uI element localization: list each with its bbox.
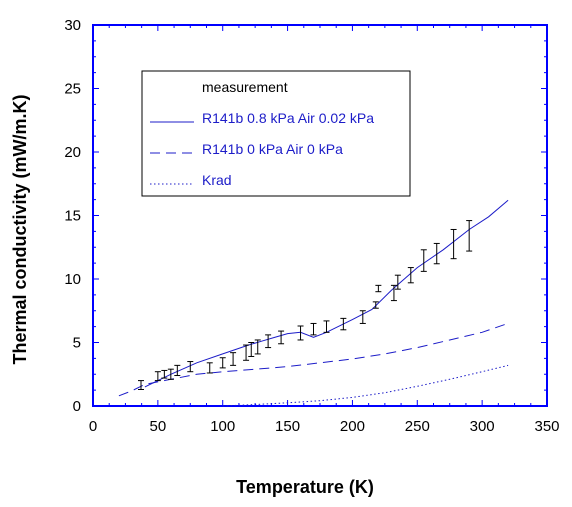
y-tick-label: 15: [64, 208, 81, 225]
measurement-errorbar: [230, 352, 237, 366]
measurement-errorbars: [137, 220, 473, 390]
y-tick-label: 10: [64, 271, 81, 288]
x-tick-label: 50: [150, 418, 167, 435]
legend-entry: R141b 0 kPa Air 0 kPa: [150, 141, 343, 157]
legend-entries: measurement R141b 0.8 kPa Air 0.02 kPa R14…: [150, 79, 374, 188]
measurement-errorbar: [390, 284, 397, 302]
x-tick-label: 0: [89, 418, 97, 435]
series-layer: [118, 199, 509, 407]
measurement-errorbar: [248, 342, 255, 357]
y-axis-title: Thermal conductivity (mW/m.K): [10, 94, 30, 364]
measurement-errorbar: [137, 380, 144, 390]
legend: measurement R141b 0.8 kPa Air 0.02 kPa R14…: [141, 70, 411, 197]
legend-label: R141b 0.8 kPa Air 0.02 kPa: [202, 110, 374, 126]
y-tick-label: 5: [73, 335, 81, 352]
measurement-errorbar: [187, 361, 194, 373]
y-tick-label: 0: [73, 398, 81, 415]
legend-label: R141b 0 kPa Air 0 kPa: [202, 141, 343, 157]
x-tick-label: 250: [405, 418, 430, 435]
measurement-errorbar: [265, 334, 272, 349]
legend-label: measurement: [202, 79, 288, 95]
x-tick-label: 300: [470, 418, 495, 435]
measurement-errorbar: [420, 249, 427, 272]
measurement-errorbar: [174, 364, 181, 377]
measurement-errorbar: [254, 339, 261, 355]
measurement-errorbar: [394, 274, 401, 290]
legend-entry: Krad: [150, 172, 232, 188]
measurement-errorbar: [297, 325, 304, 341]
x-tick-label: 150: [275, 418, 300, 435]
measurement-errorbar: [407, 267, 414, 284]
measurement-errorbar: [359, 310, 366, 324]
y-tick-label: 25: [64, 81, 81, 98]
legend-entry: measurement: [202, 79, 288, 95]
measurement-errorbar: [278, 330, 285, 345]
measurement-errorbar: [161, 369, 168, 379]
measurement-errorbar: [167, 368, 174, 380]
y-tick-label: 20: [64, 144, 81, 161]
series-line-dashed: [118, 322, 509, 397]
measurement-errorbar: [433, 242, 440, 265]
measurement-errorbar: [323, 320, 330, 333]
y-tick-label: 30: [64, 17, 81, 34]
axis-ticks: [92, 24, 548, 407]
legend-label: Krad: [202, 172, 232, 188]
measurement-errorbar: [450, 228, 457, 260]
series-line-solid: [144, 199, 509, 388]
measurement-errorbar: [310, 322, 317, 336]
legend-box: [141, 70, 411, 197]
measurement-errorbar: [243, 344, 250, 361]
series-line-dotted: [222, 364, 509, 407]
measurement-errorbar: [219, 357, 226, 369]
legend-entry: R141b 0.8 kPa Air 0.02 kPa: [150, 110, 374, 126]
x-tick-label: 100: [210, 418, 235, 435]
measurement-errorbar: [206, 362, 213, 374]
tick-labels: 0 50 100 150 200 250 300 350 0 5 10 15 20 25 30: [64, 17, 559, 435]
measurement-errorbar: [375, 284, 382, 293]
x-tick-label: 200: [340, 418, 365, 435]
measurement-errorbar: [154, 371, 161, 382]
measurement-errorbar: [340, 317, 347, 331]
measurement-errorbar: [372, 301, 379, 309]
x-tick-label: 350: [534, 418, 559, 435]
x-axis-title: Temperature (K): [236, 477, 374, 497]
measurement-errorbar: [466, 220, 473, 252]
